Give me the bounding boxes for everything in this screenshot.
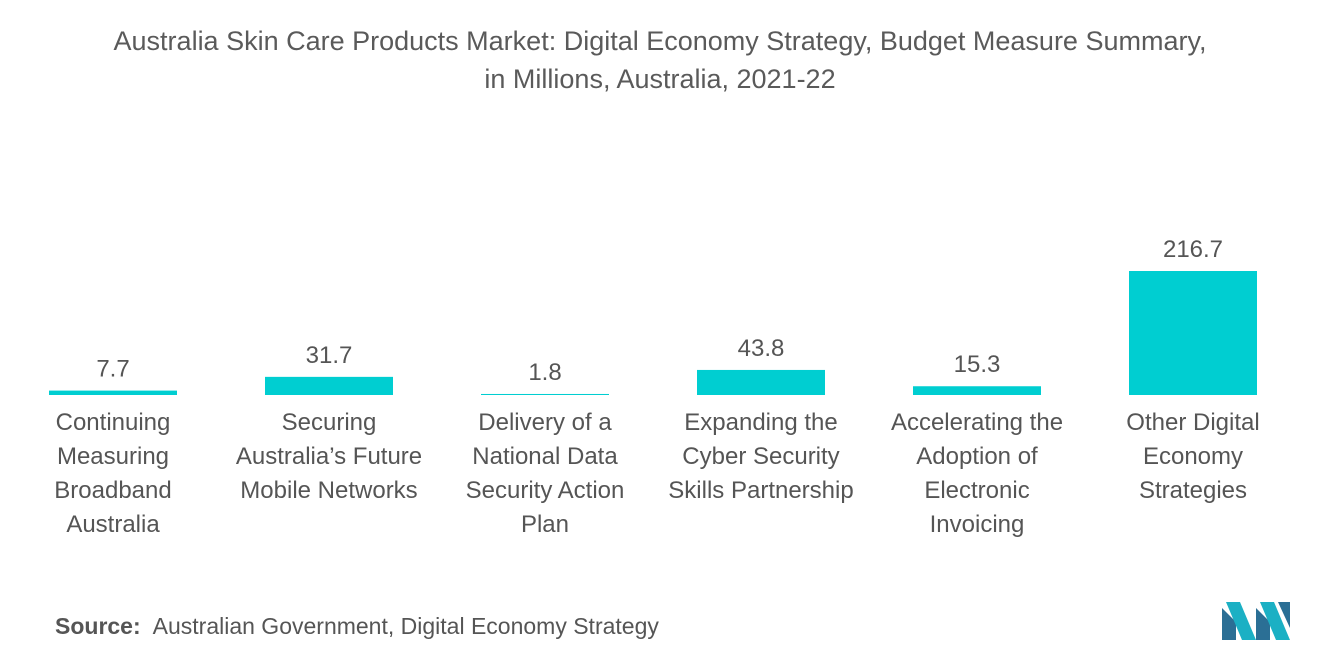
data-label: 216.7	[1163, 236, 1223, 263]
category-label: Securing Australia’s Future Mobile Network…	[236, 409, 422, 504]
bar	[697, 369, 825, 395]
source-label: Source:	[55, 613, 141, 639]
bar	[1129, 271, 1257, 395]
source-note: Source: Australian Government, Digital Ec…	[55, 613, 659, 640]
category-label: Expanding the Cyber Security Skills Partne…	[668, 409, 853, 504]
data-label: 1.8	[528, 359, 561, 386]
chart-title-line-1: Australia Skin Care Products Market: Dig…	[113, 26, 1207, 56]
chart-title-line-2: in Millions, Australia, 2021-22	[484, 64, 836, 94]
bar	[49, 390, 177, 395]
bar	[913, 386, 1041, 395]
bar	[481, 393, 609, 395]
category-label: Continuing Measuring Broadband Australia	[54, 409, 171, 538]
data-label: 43.8	[738, 335, 785, 362]
category-label: Other Digital Economy Strategies	[1126, 409, 1259, 504]
source-text: Australian Government, Digital Economy S…	[152, 613, 659, 639]
data-label: 7.7	[96, 356, 129, 383]
bar-chart: 7.7 Continuing Measuring Broadband Australia…	[49, 236, 1260, 538]
data-label: 31.7	[306, 342, 353, 369]
mordor-intelligence-logo-icon	[1222, 602, 1290, 640]
category-label: Delivery of a National Data Security Actio…	[466, 409, 625, 538]
category-label: Accelerating the Adoption of Electronic Inv…	[891, 409, 1063, 538]
bar	[265, 376, 393, 395]
data-label: 15.3	[954, 351, 1001, 378]
chart-title: Australia Skin Care Products Market: Dig…	[0, 22, 1320, 98]
